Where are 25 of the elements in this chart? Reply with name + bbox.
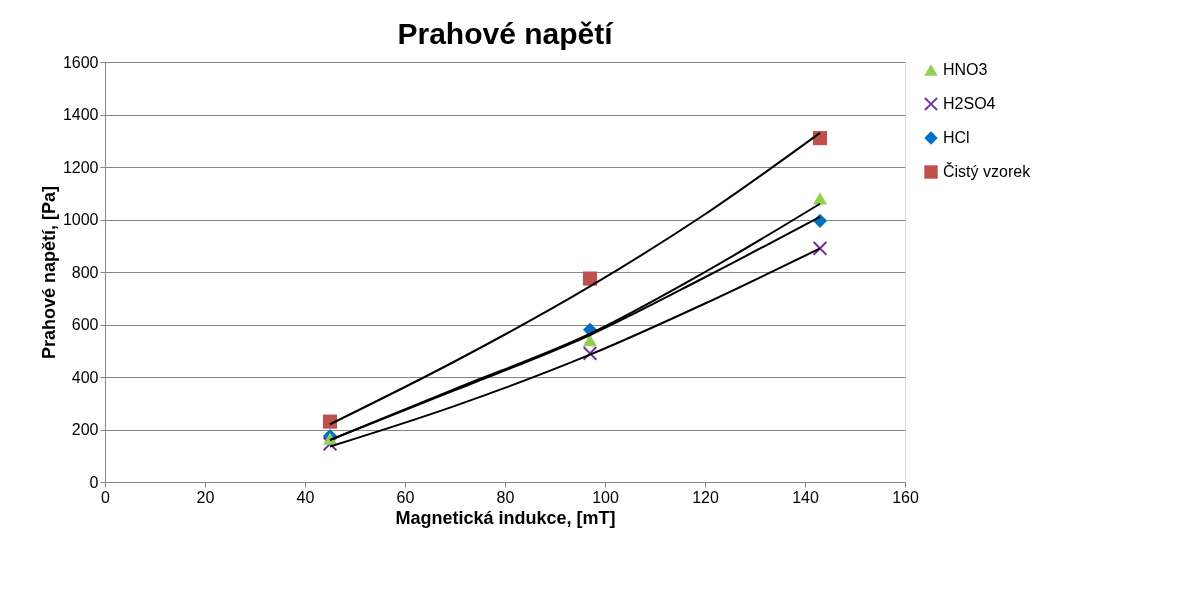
- y-tick-label: 1200: [62, 158, 99, 176]
- x-tick-label: 160: [892, 488, 919, 506]
- y-tick-label: 1000: [62, 211, 99, 228]
- y-tick-label: 400: [71, 368, 99, 386]
- x-tick-label: 20: [196, 488, 215, 506]
- legend-label: HNO3: [943, 61, 988, 78]
- y-tick-label: 600: [71, 316, 99, 333]
- x-tick-label: 120: [692, 488, 719, 506]
- y-tick-label: 1400: [62, 106, 99, 123]
- legend-label: H2SO4: [943, 95, 996, 112]
- legend-label: Čistý vzorek: [943, 162, 1032, 180]
- x-tick-label: 40: [296, 488, 315, 506]
- y-tick-label: 0: [89, 473, 99, 491]
- y-axis-title: Prahové napětí, [Pa]: [38, 185, 59, 360]
- y-tick-label: 800: [71, 263, 99, 281]
- x-tick-label: 100: [592, 488, 619, 506]
- x-axis-title: Magnetická indukce, [mT]: [395, 507, 616, 528]
- x-tick-label: 0: [101, 488, 111, 506]
- x-tick-label: 60: [396, 488, 415, 506]
- x-tick-label: 80: [496, 488, 515, 506]
- chart-title: Prahové napětí: [397, 17, 615, 50]
- legend-label: HCl: [943, 129, 970, 146]
- y-tick-label: 200: [71, 421, 99, 438]
- y-tick-label: 1600: [62, 53, 99, 71]
- x-tick-label: 140: [792, 488, 819, 506]
